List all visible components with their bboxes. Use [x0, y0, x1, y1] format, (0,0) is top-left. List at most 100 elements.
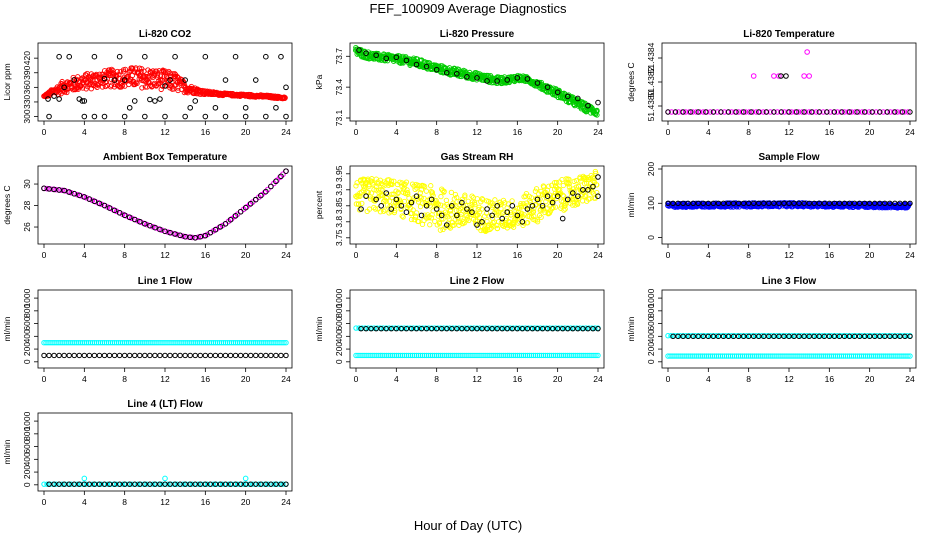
y-tick-label: 800: [22, 303, 32, 317]
data-point: [892, 200, 898, 206]
data-point: [735, 109, 742, 115]
data-point: [189, 234, 196, 241]
data-point: [484, 78, 490, 84]
x-tick-label: 24: [593, 250, 603, 260]
data-point: [91, 198, 98, 205]
data-point: [91, 113, 98, 120]
data-point: [219, 481, 226, 487]
data-point: [783, 73, 789, 79]
data-point: [137, 352, 143, 359]
data-point: [154, 72, 161, 78]
data-point: [358, 325, 364, 332]
data-point: [427, 222, 433, 228]
data-point: [566, 181, 572, 187]
data-point: [409, 210, 415, 216]
data-point: [81, 475, 88, 482]
data-point: [157, 352, 163, 359]
data-points: [665, 49, 913, 115]
x-tick-label: 0: [666, 374, 671, 384]
data-point: [811, 333, 817, 340]
data-point: [524, 206, 531, 212]
x-tick-label: 8: [746, 250, 751, 260]
data-point: [268, 183, 274, 190]
data-point: [172, 352, 178, 359]
x-tick-label: 0: [42, 497, 47, 507]
data-point: [756, 200, 762, 206]
y-axis-label: degrees C: [626, 62, 636, 101]
data-point: [574, 201, 581, 207]
data-point: [391, 209, 398, 216]
data-point: [519, 219, 526, 225]
data-point: [846, 333, 853, 340]
data-point: [537, 196, 543, 202]
data-point: [469, 325, 475, 332]
x-tick-label: 16: [825, 127, 835, 137]
data-point: [806, 200, 812, 206]
data-point: [278, 53, 284, 60]
data-point: [157, 226, 163, 233]
data-point: [530, 209, 537, 215]
data-point: [111, 207, 118, 214]
data-point: [197, 233, 204, 240]
y-axis-label: degrees C: [2, 185, 12, 224]
data-point: [61, 481, 67, 487]
data-point: [710, 333, 717, 340]
data-point: [509, 325, 515, 332]
data-point: [202, 352, 209, 359]
data-point: [41, 481, 47, 487]
y-tick-label: 0: [22, 359, 32, 364]
data-point: [479, 196, 485, 202]
data-point: [538, 214, 544, 220]
data-point: [416, 218, 422, 225]
data-point: [544, 193, 551, 199]
data-point: [172, 231, 178, 237]
data-point: [202, 53, 209, 60]
data-point: [502, 200, 508, 206]
data-point: [423, 325, 430, 332]
data-point: [273, 352, 279, 359]
data-point: [167, 481, 173, 487]
x-tick-label: 8: [122, 127, 127, 137]
data-point: [448, 212, 454, 218]
data-point: [894, 109, 901, 115]
data-point: [401, 198, 408, 205]
data-point: [801, 333, 807, 340]
y-tick-label: 200: [646, 162, 656, 176]
data-point: [451, 222, 457, 228]
data-point: [91, 352, 98, 359]
data-point: [690, 333, 696, 340]
data-point: [61, 84, 67, 91]
data-point: [283, 113, 289, 120]
data-point: [902, 200, 908, 206]
data-point: [448, 203, 455, 209]
data-point: [561, 193, 567, 199]
data-point: [846, 109, 853, 115]
x-tick-label: 24: [281, 374, 291, 384]
data-point: [454, 194, 460, 201]
data-point: [395, 190, 401, 197]
data-point: [443, 69, 450, 76]
data-point: [89, 481, 96, 487]
data-point: [776, 333, 782, 340]
data-point: [682, 109, 689, 115]
data-point: [433, 66, 440, 73]
data-point: [595, 325, 601, 332]
data-point: [408, 199, 415, 206]
data-point: [841, 109, 848, 115]
y-tick-label: 420: [22, 51, 32, 65]
data-point: [460, 203, 466, 209]
data-point: [793, 109, 800, 115]
data-point: [859, 109, 865, 115]
data-point: [690, 109, 696, 115]
data-point: [438, 193, 444, 200]
data-point: [464, 206, 470, 212]
data-point: [136, 218, 143, 225]
data-point: [101, 481, 108, 487]
data-point: [358, 206, 364, 212]
data-point: [137, 481, 143, 487]
data-points: [353, 325, 601, 359]
data-point: [571, 188, 577, 195]
data-point: [778, 109, 785, 115]
data-point: [525, 219, 531, 226]
data-point: [695, 109, 701, 115]
